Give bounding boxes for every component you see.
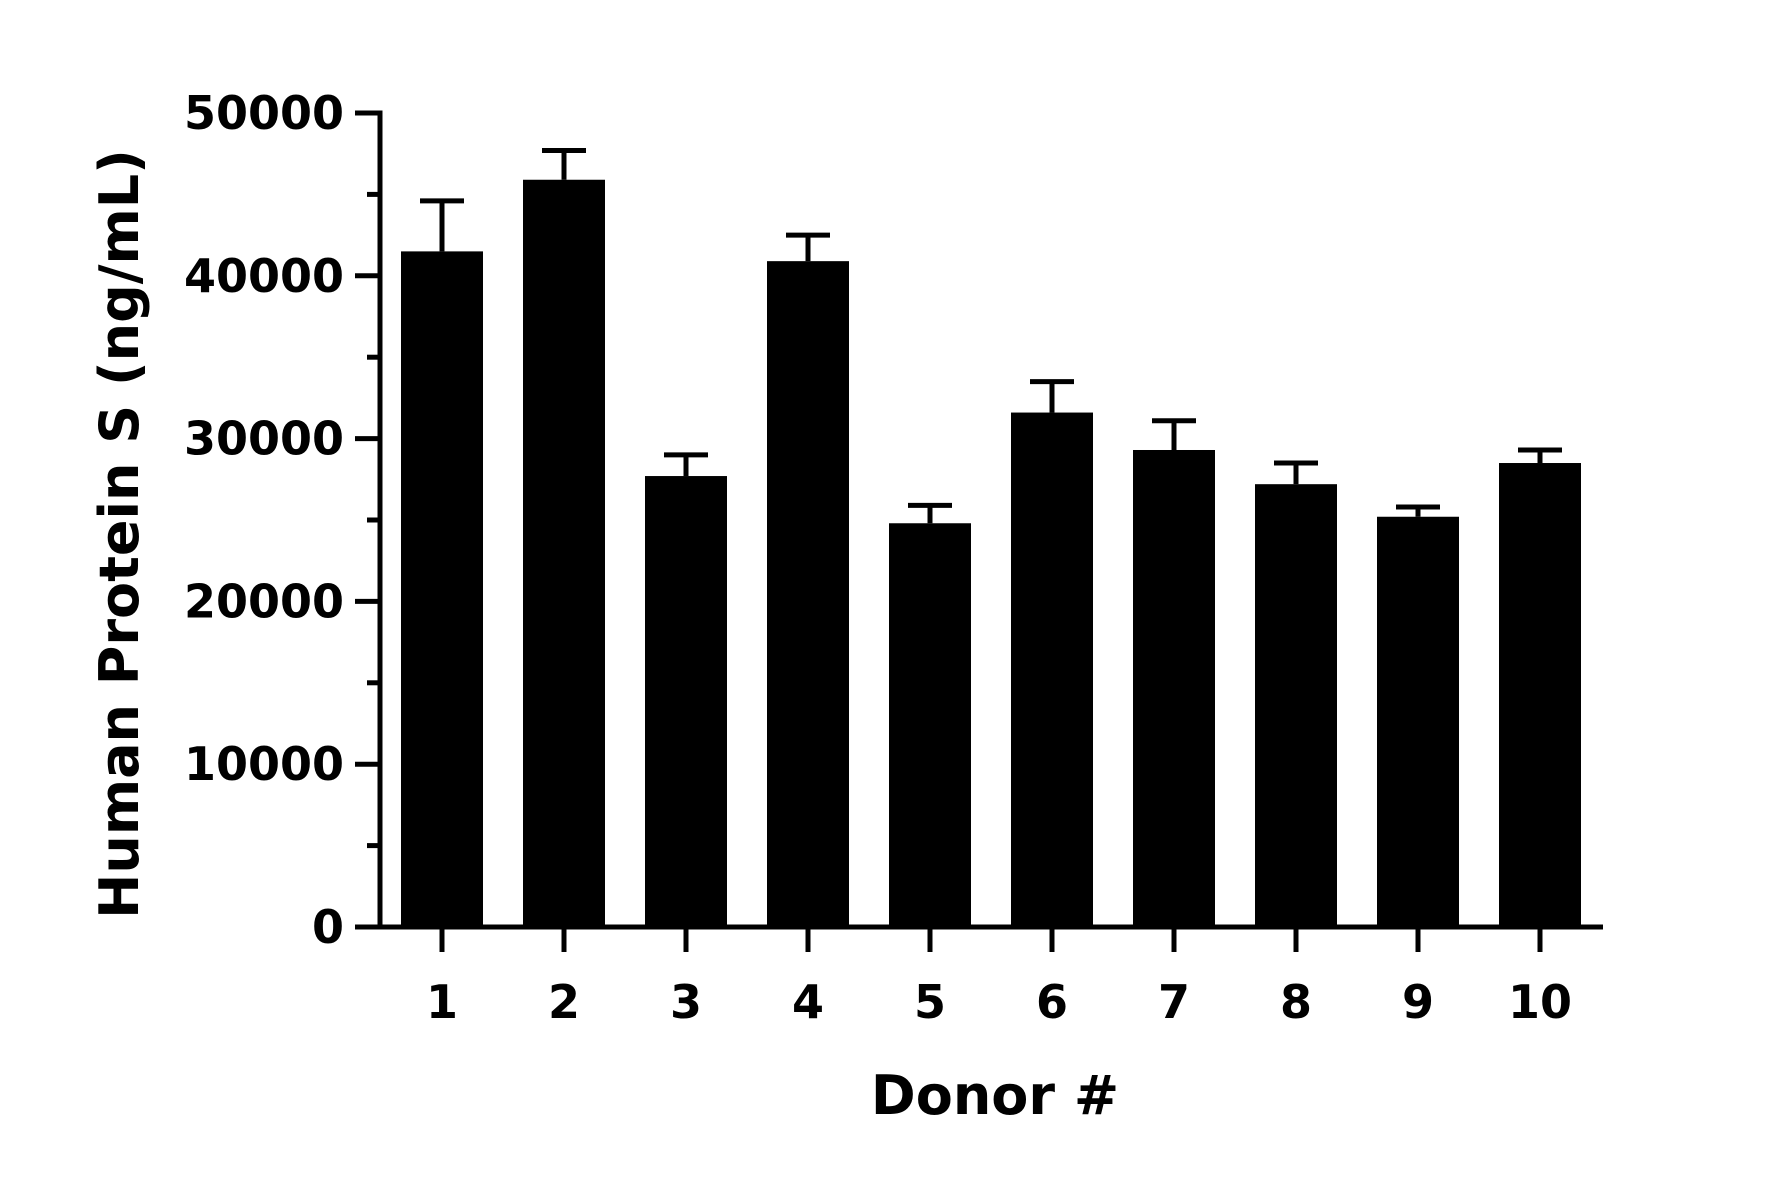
y-tick-label-20000: 20000 xyxy=(184,574,344,628)
error-bar-donor-2 xyxy=(542,147,586,180)
x-tick-label-1: 1 xyxy=(426,975,458,1029)
bar-donor-3 xyxy=(645,476,727,927)
y-tick-label-0: 0 xyxy=(312,900,344,954)
x-tick-label-8: 8 xyxy=(1280,975,1312,1029)
x-ticks: 1 2 3 4 5 6 7 8 9 10 xyxy=(426,927,1572,1029)
error-bars xyxy=(420,147,1562,524)
error-bar-donor-8 xyxy=(1274,460,1318,485)
bars xyxy=(401,179,1581,928)
error-bar-donor-1 xyxy=(420,198,464,252)
bar-donor-8 xyxy=(1255,484,1337,927)
y-axis-title: Human Protein S (ng/mL) xyxy=(88,149,151,919)
bar-donor-6 xyxy=(1011,412,1093,927)
y-tick-label-40000: 40000 xyxy=(184,249,344,303)
bar-donor-7 xyxy=(1133,449,1215,927)
error-bar-donor-10 xyxy=(1518,447,1562,464)
x-tick-label-7: 7 xyxy=(1158,975,1190,1029)
error-bar-donor-9 xyxy=(1396,504,1440,517)
bar-donor-4 xyxy=(767,261,849,927)
error-bar-donor-5 xyxy=(908,502,952,524)
y-tick-label-30000: 30000 xyxy=(184,412,344,466)
error-bar-donor-7 xyxy=(1152,418,1196,450)
x-tick-label-6: 6 xyxy=(1036,975,1068,1029)
error-bar-donor-3 xyxy=(664,452,708,477)
y-tick-label-10000: 10000 xyxy=(184,737,344,791)
x-axis-title: Donor # xyxy=(871,1064,1119,1127)
x-tick-label-5: 5 xyxy=(914,975,946,1029)
bar-donor-2 xyxy=(523,179,605,928)
bar-donor-9 xyxy=(1377,516,1459,927)
error-bar-donor-6 xyxy=(1030,379,1074,413)
x-tick-label-10: 10 xyxy=(1508,975,1572,1029)
x-tick-label-4: 4 xyxy=(792,975,824,1029)
x-tick-label-9: 9 xyxy=(1402,975,1434,1029)
bar-donor-10 xyxy=(1499,463,1581,927)
y-ticks: 0 10000 20000 30000 40000 50000 xyxy=(184,86,380,954)
x-tick-label-3: 3 xyxy=(670,975,702,1029)
bar-donor-5 xyxy=(889,523,971,927)
error-bar-donor-4 xyxy=(786,232,830,262)
y-tick-label-50000: 50000 xyxy=(184,86,344,140)
bar-donor-1 xyxy=(401,251,483,927)
x-tick-label-2: 2 xyxy=(548,975,580,1029)
